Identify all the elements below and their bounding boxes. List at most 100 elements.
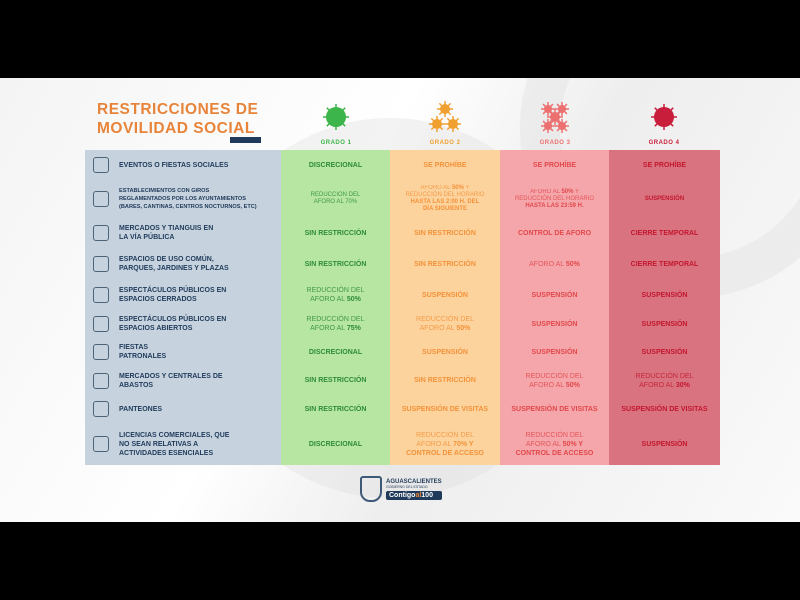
cell-text: SE PROHÍBE xyxy=(642,161,687,169)
cell-text: SUSPENSIÓN xyxy=(531,320,578,328)
grade-4-cell: SUSPENSIÓN xyxy=(609,280,720,310)
grade-2-cell: SUSPENSIÓN xyxy=(390,338,500,366)
grade-3-cell: REDUCCIÓN DEL AFORO AL 50% xyxy=(500,366,609,395)
park-icon xyxy=(93,256,109,272)
table-row: MERCADOS Y TIANGUIS EN LA VÍA PÚBLICA SIN… xyxy=(85,218,720,248)
grade-2-cell: SUSPENSIÓN DE VISITAS xyxy=(390,395,500,423)
cell-text: 50% xyxy=(565,260,580,268)
table-row: MERCADOS Y CENTRALES DE ABASTOS SIN RESTR… xyxy=(85,366,720,395)
activity-label: FIESTAS PATRONALES xyxy=(119,344,167,360)
market-stall-icon xyxy=(93,225,109,241)
restrictions-table: EVENTOS O FIESTAS SOCIALES DISCRECIONAL SE… xyxy=(85,150,720,465)
grade-4-header: GRADO 4 xyxy=(609,100,719,146)
grade-2-cell: REDUCCIÓN DEL AFORO AL 50% xyxy=(390,310,500,338)
virus-green-icon xyxy=(323,104,349,130)
slogan-part: Contigo xyxy=(389,491,416,499)
cell-text: 75% xyxy=(346,325,361,332)
logo-slogan: Contigoal100 xyxy=(386,490,442,500)
cell-text: AFORO AL xyxy=(529,260,566,268)
grade-4-cell: CIERRE TEMPORAL xyxy=(609,248,720,280)
table-row: PANTEONES SIN RESTRICCIÓN SUSPENSIÓN DE VI… xyxy=(85,395,720,423)
cell-text: DISCRECIONAL xyxy=(308,161,363,169)
activity-cell: LICENCIAS COMERCIALES, QUE NO SEAN RELAT… xyxy=(85,423,281,465)
activity-cell: ESTABLECIMIENTOS CON GIROS REGLAMENTADOS… xyxy=(85,180,281,218)
activity-label: LICENCIAS COMERCIALES, QUE NO SEAN RELAT… xyxy=(119,431,230,457)
activity-cell: PANTEONES xyxy=(85,395,281,423)
cell-text: SUSPENSIÓN xyxy=(641,348,688,356)
table-row: ESTABLECIMIENTOS CON GIROS REGLAMENTADOS… xyxy=(85,180,720,218)
grade-1-cell: DISCRECIONAL xyxy=(281,150,390,180)
grade-3-cell: SUSPENSIÓN xyxy=(500,310,609,338)
cell-text: REDUCCIÓN DEL AFORO AL xyxy=(306,287,365,303)
activity-cell: MERCADOS Y TIANGUIS EN LA VÍA PÚBLICA xyxy=(85,218,281,248)
bar-bucket-icon xyxy=(93,191,109,207)
grade-3-cell: SE PROHÍBE xyxy=(500,150,609,180)
activity-label: EVENTOS O FIESTAS SOCIALES xyxy=(119,161,229,169)
grade-3-cell: AFORO AL 50% xyxy=(500,248,609,280)
cell-text: SUSPENSIÓN DE VISITAS xyxy=(511,405,598,413)
cell-text: DISCRECIONAL xyxy=(308,440,363,448)
cell-text: CIERRE TEMPORAL xyxy=(630,229,699,237)
cell-text: 50% xyxy=(451,185,464,191)
activity-label: ESPECTÁCULOS PÚBLICOS EN ESPACIOS CERRAD… xyxy=(119,287,227,303)
coat-of-arms-icon xyxy=(360,476,382,502)
activity-cell: ESPACIOS DE USO COMÚN, PARQUES, JARDINES… xyxy=(85,248,281,280)
activity-cell: FIESTAS PATRONALES xyxy=(85,338,281,366)
cell-text: HASTA LAS 2:00 H. DEL DÍA SIGUIENTE xyxy=(410,199,480,212)
grade-1-cell: SIN RESTRICCIÓN xyxy=(281,248,390,280)
grade-4-cell: SUSPENSIÓN xyxy=(609,338,720,366)
cell-text: AFORO AL xyxy=(420,185,452,191)
cell-text: SIN RESTRICCIÓN xyxy=(304,260,367,268)
grade-4-cell: SE PROHÍBE xyxy=(609,150,720,180)
cell-text: DISCRECIONAL xyxy=(308,348,363,356)
grade-3-cell: SUSPENSIÓN xyxy=(500,338,609,366)
cell-text: REDUCCIÓN DEL AFORO AL xyxy=(416,316,474,332)
page-title: RESTRICCIONES DE MOVILIDAD SOCIAL xyxy=(97,101,259,137)
cell-text: 50% Y CONTROL DE ACCESO xyxy=(515,440,594,457)
cell-text: CONTROL DE AFORO xyxy=(517,229,592,237)
virus-red-icon xyxy=(651,104,677,130)
grade-1-cell: REDUCCIÓN DEL AFORO AL 75% xyxy=(281,310,390,338)
cell-text: 50% xyxy=(346,296,361,303)
grade-label: GRADO 1 xyxy=(320,140,352,146)
grade-3-header: GRADO 3 xyxy=(500,100,610,146)
cell-text: SUSPENSIÓN xyxy=(644,195,685,202)
shopping-bag-icon xyxy=(93,372,109,389)
cemetery-icon xyxy=(93,401,109,417)
activity-label: MERCADOS Y CENTRALES DE ABASTOS xyxy=(119,372,223,389)
cell-text: SUSPENSIÓN xyxy=(422,291,468,299)
cell-text: CIERRE TEMPORAL xyxy=(630,260,699,268)
cell-text: REDUCCIÓN DEL AFORO AL xyxy=(306,316,365,332)
grade-2-cell: SIN RESTRICCIÓN xyxy=(390,248,500,280)
grade-4-cell: SUSPENSIÓN xyxy=(609,180,720,218)
cell-text: 30% xyxy=(675,381,690,389)
slogan-part: 100 xyxy=(421,491,433,499)
church-icon xyxy=(93,344,109,360)
cell-text: SIN RESTRICCIÓN xyxy=(304,229,367,237)
cell-text: 70% Y CONTROL DE ACCESO xyxy=(406,440,484,457)
grade-1-header: GRADO 1 xyxy=(281,100,391,146)
grade-4-cell: SUSPENSIÓN xyxy=(609,423,720,465)
infographic-slide: RESTRICCIONES DE MOVILIDAD SOCIAL GRADO … xyxy=(0,78,800,522)
grade-2-cell: SUSPENSIÓN xyxy=(390,280,500,310)
grade-1-cell: REDUCCIÓN DEL AFORO AL 70% xyxy=(281,180,390,218)
table-row: FIESTAS PATRONALES DISCRECIONAL SUSPENSIÓN… xyxy=(85,338,720,366)
activity-cell: ESPECTÁCULOS PÚBLICOS EN ESPACIOS CERRAD… xyxy=(85,280,281,310)
cell-text: SIN RESTRICCIÓN xyxy=(304,377,367,384)
table-row: ESPECTÁCULOS PÚBLICOS EN ESPACIOS CERRAD… xyxy=(85,280,720,310)
grade-2-cell: SIN RESTRICCIÓN xyxy=(390,218,500,248)
virus-pink-icon xyxy=(541,102,569,133)
cell-text: REDUCCIÓN DEL AFORO AL xyxy=(525,431,584,448)
grade-4-cell: SUSPENSIÓN DE VISITAS xyxy=(609,395,720,423)
cell-text: REDUCCIÓN DEL AFORO AL xyxy=(416,431,474,448)
table-row: EVENTOS O FIESTAS SOCIALES DISCRECIONAL SE… xyxy=(85,150,720,180)
grade-3-cell: REDUCCIÓN DEL AFORO AL 50% Y CONTROL DE … xyxy=(500,423,609,465)
cell-text: SIN RESTRICCIÓN xyxy=(414,377,476,384)
virus-orange-icon xyxy=(429,101,461,132)
cell-text: Y REDUCCIÓN DEL HORARIO xyxy=(514,188,595,202)
table-row: LICENCIAS COMERCIALES, QUE NO SEAN RELAT… xyxy=(85,423,720,465)
grade-4-cell: REDUCCIÓN DEL AFORO AL 30% xyxy=(609,366,720,395)
cell-text: REDUCCIÓN DEL AFORO AL xyxy=(635,372,694,389)
grade-4-cell: SUSPENSIÓN xyxy=(609,310,720,338)
aguascalientes-logo: AGUASCALIENTES GOBIERNO DEL ESTADO Conti… xyxy=(360,476,442,502)
